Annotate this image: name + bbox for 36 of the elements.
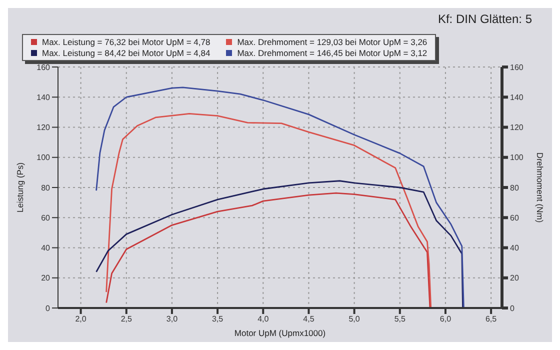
legend-label: Max. Drehmoment = 129,03 bei Motor UpM = 3,26 xyxy=(237,37,428,47)
y2-tick-label: 160 xyxy=(510,62,524,72)
y-tick-label: 40 xyxy=(41,244,51,253)
x-tick-label: 4,5 xyxy=(303,314,315,324)
y2-tick-label: 20 xyxy=(510,274,520,283)
y2-tick-label: 80 xyxy=(510,183,520,192)
x-tick-label: 3,5 xyxy=(212,314,224,324)
x-tick-label: 5,5 xyxy=(394,314,406,324)
x-tick-label: 6,0 xyxy=(440,314,452,324)
legend-label: Max. Leistung = 76,32 bei Motor UpM = 4,78 xyxy=(42,37,210,47)
y-tick-label: 160 xyxy=(36,62,51,72)
y2-tick-label: 140 xyxy=(510,92,524,102)
y-tick-label: 80 xyxy=(41,183,51,192)
y-tick-label: 0 xyxy=(46,304,51,313)
y-axis-title: Leistung (Ps) xyxy=(15,162,26,213)
x-tick-label: 3,0 xyxy=(166,314,178,324)
y-tick-label: 20 xyxy=(41,274,51,283)
x-axis-title: Motor UpM (Upmx1000) xyxy=(234,328,326,338)
x-tick-label: 2,5 xyxy=(120,314,132,324)
y2-tick-label: 100 xyxy=(510,153,524,162)
y2-axis-title: Drehmoment (Nm) xyxy=(534,152,545,223)
y2-tick-label: 40 xyxy=(510,244,520,253)
y-tick-label: 140 xyxy=(36,92,51,102)
y2-tick-label: 120 xyxy=(510,123,524,132)
text: Kf: DIN Glätten: 5 xyxy=(438,12,532,26)
y2-tick-label: 60 xyxy=(510,213,520,222)
legend-label: Max. Drehmoment = 146,45 bei Motor UpM = 3,12 xyxy=(237,48,428,58)
y2-tick-label: 0 xyxy=(510,304,515,313)
legend-label: Max. Leistung = 84,42 bei Motor UpM = 4,84 xyxy=(42,48,210,58)
y-tick-label: 60 xyxy=(41,213,51,222)
x-tick-label: 6,5 xyxy=(485,314,498,324)
y-tick-label: 120 xyxy=(36,123,51,132)
x-tick-label: 2,0 xyxy=(75,314,87,324)
y-tick-label: 100 xyxy=(36,153,51,162)
x-tick-label: 5,0 xyxy=(348,314,360,324)
x-tick-label: 4,0 xyxy=(258,314,270,324)
